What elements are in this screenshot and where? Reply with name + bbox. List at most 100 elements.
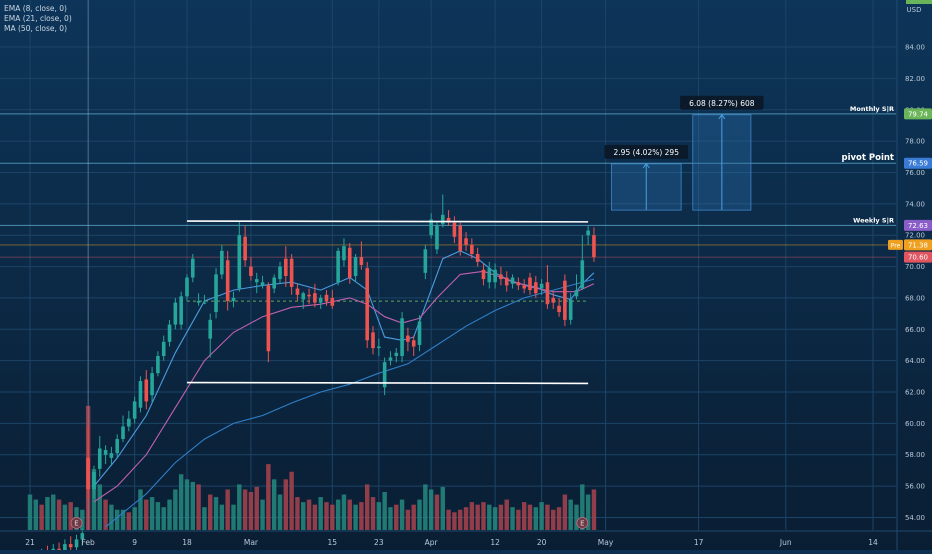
volume-bar [510,507,515,530]
candle-body [109,453,114,458]
price-tag [904,239,932,251]
candle-body [592,235,596,258]
candle-body [284,258,288,276]
x-tick-label: Feb [81,538,95,547]
volume-bar [324,502,329,530]
volume-bar [266,464,271,530]
candle-body [574,290,579,297]
candle-body [411,340,416,347]
candle-body [63,544,67,552]
y-tick-label: 62.00 [905,389,925,397]
candle-body [452,222,457,237]
candle-body [301,293,306,300]
candle-body [249,266,253,276]
candle-body [359,257,364,265]
volume-bar [248,492,254,530]
x-tick-label: 12 [490,538,500,547]
level-label: Weekly S|R [853,216,894,225]
candle-body [74,539,79,548]
volume-bar [242,489,248,530]
y-tick-label: 72.00 [905,232,925,240]
volume-bar [440,486,445,530]
volume-bar [388,507,393,530]
price-tag-text: 70.60 [908,254,928,262]
measure-arrow-head [718,113,726,120]
candle-body [179,296,183,325]
candle-body [533,282,538,294]
x-tick-label: Mar [244,538,259,547]
y-tick-label: 66.00 [905,326,925,334]
candle-body [388,357,393,361]
candle-body [173,302,178,325]
volume-bar [318,497,323,530]
volume-bar [568,499,573,530]
volume-bar [237,484,242,530]
level-label: pivot Point [842,153,895,163]
candle-body [225,260,230,302]
volume-bar [364,484,370,530]
volume-bar [551,509,556,530]
candle-body [493,269,497,283]
candle-body [167,324,172,342]
volume-bar [527,504,533,530]
volume-bar [289,471,294,530]
measure-label-bg [680,95,764,110]
volume-bar [39,504,44,530]
candles [39,194,596,554]
volume-bar [504,499,509,530]
volume-bar [463,507,469,530]
candle-body [475,254,480,262]
level-price-tag-text: 72.63 [908,222,928,230]
candle-body [103,450,108,455]
indicator-legend-item: EMA (21, close, 0) [4,14,72,23]
candle-body [481,269,486,280]
volume-bar [231,504,236,530]
volume-bar [341,494,347,530]
measure-label: 2.95 (4.02%) 295 [614,148,680,157]
volume-bar [539,502,544,530]
volume-bar [347,499,352,530]
earnings-marker [70,517,83,529]
price-tag-badge [888,239,903,250]
candle-body [516,282,521,286]
volume-bar [45,497,50,530]
candle-body [510,277,515,284]
indicator-legend-item: EMA (8, close, 0) [4,4,67,13]
volume-bar [353,504,358,530]
candle-body [132,401,137,419]
earnings-marker-label: E [74,520,78,528]
volume-bar [335,499,341,530]
y-tick-label: 56.00 [905,483,925,491]
candle-body [289,258,294,287]
y-tick-label: 82.00 [905,75,925,83]
candle-body [243,236,247,261]
candle-body [144,379,149,402]
price-tag [904,251,932,263]
volume-bar [271,479,277,530]
volume-bar [423,484,428,530]
volume-bar [452,512,457,530]
volume-bar [295,497,300,530]
candle-body [295,288,300,295]
y-tick-label: 70.00 [905,263,925,271]
volume-bar [533,507,539,530]
volume-bar [260,499,265,530]
x-tick-label: Apr [425,538,439,547]
y-tick-label: 54.00 [905,514,925,522]
volume-bar [109,504,114,530]
x-tick-label: 20 [537,538,547,547]
price-tag-badge-text: Pre [891,242,901,249]
candle-body [440,214,445,225]
volume-bar [120,509,126,530]
volume-bar [469,502,475,530]
candle-body [196,301,201,303]
x-tick-label: 9 [132,538,137,547]
volume-bar [91,469,97,530]
candle-body [185,277,189,297]
y-tick-label: 64.00 [905,357,925,365]
volume-bar [33,499,39,530]
